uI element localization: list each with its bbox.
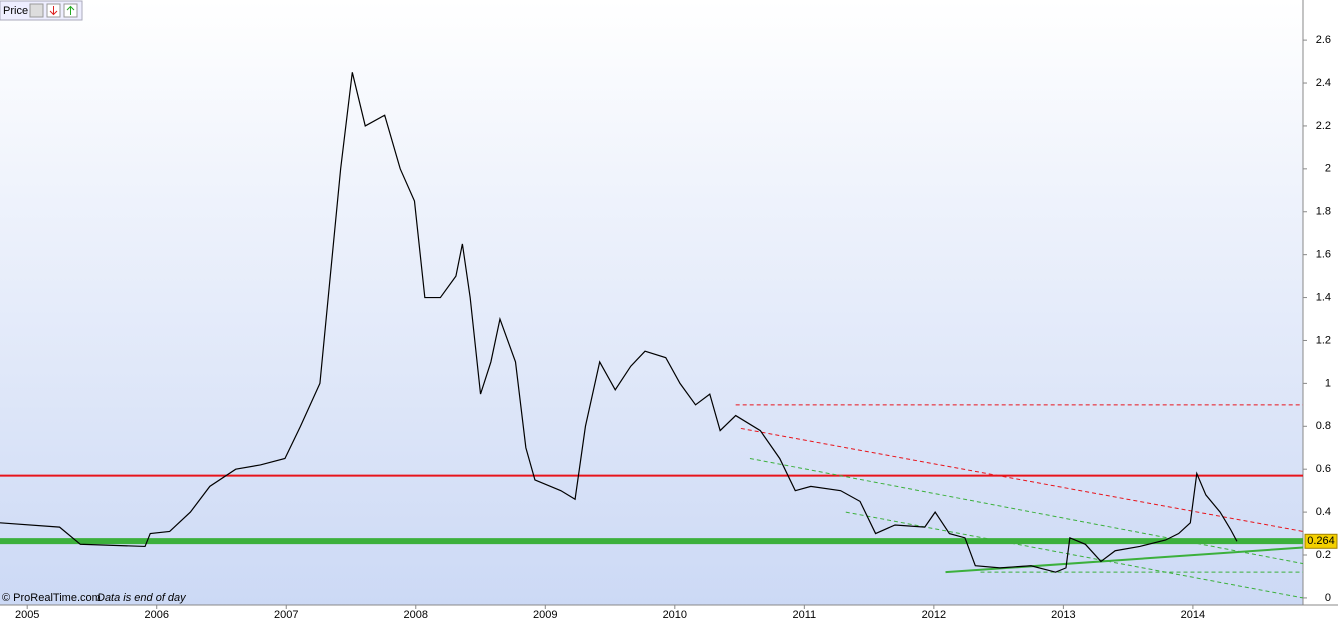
price-line xyxy=(0,72,1238,573)
x-tick-label: 2013 xyxy=(1051,609,1075,621)
y-tick-label: 0 xyxy=(1325,592,1331,604)
x-tick-label: 2007 xyxy=(274,609,298,621)
down-icon xyxy=(49,6,58,16)
y-tick-label: 2 xyxy=(1325,163,1331,175)
plot xyxy=(0,72,1304,599)
x-tick-label: 2012 xyxy=(922,609,946,621)
x-tick-label: 2010 xyxy=(663,609,687,621)
last-price-box xyxy=(1304,533,1338,549)
x-tick-label: 2005 xyxy=(15,609,39,621)
trend-line xyxy=(740,427,1304,532)
trend-line xyxy=(749,457,1304,565)
y-tick-label: 0.6 xyxy=(1316,463,1331,475)
note: Data is end of day xyxy=(97,592,187,604)
y-tick-label: 0.2 xyxy=(1316,549,1331,561)
x-tick-label: 2011 xyxy=(793,609,817,621)
y-tick-label: 0.8 xyxy=(1316,420,1331,432)
x-tick-label: 2009 xyxy=(533,609,557,621)
panel-title: Price xyxy=(3,5,28,17)
y-axis-strip xyxy=(1303,0,1338,623)
x-axis-strip xyxy=(0,605,1338,623)
y-tick-label: 1.2 xyxy=(1316,334,1331,346)
credit: © ProRealTime.com xyxy=(2,592,101,604)
y-tick-label: 1.4 xyxy=(1316,291,1331,303)
y-tick-label: 2.2 xyxy=(1316,120,1331,132)
plot-background xyxy=(0,0,1303,605)
x-tick-label: 2014 xyxy=(1181,609,1205,621)
y-tick-label: 1.6 xyxy=(1316,249,1331,261)
y-tick-label: 1 xyxy=(1325,377,1331,389)
y-tick-label: 2.6 xyxy=(1316,34,1331,46)
last-price-label: 0.264 xyxy=(1307,535,1335,547)
y-tick-label: 2.4 xyxy=(1316,77,1331,89)
y-tick-label: 1.8 xyxy=(1316,206,1331,218)
up-icon xyxy=(66,5,75,15)
y-tick-label: 0.4 xyxy=(1316,506,1331,518)
x-tick-label: 2008 xyxy=(404,609,428,621)
settings-button[interactable] xyxy=(29,3,44,18)
x-tick-label: 2006 xyxy=(144,609,168,621)
